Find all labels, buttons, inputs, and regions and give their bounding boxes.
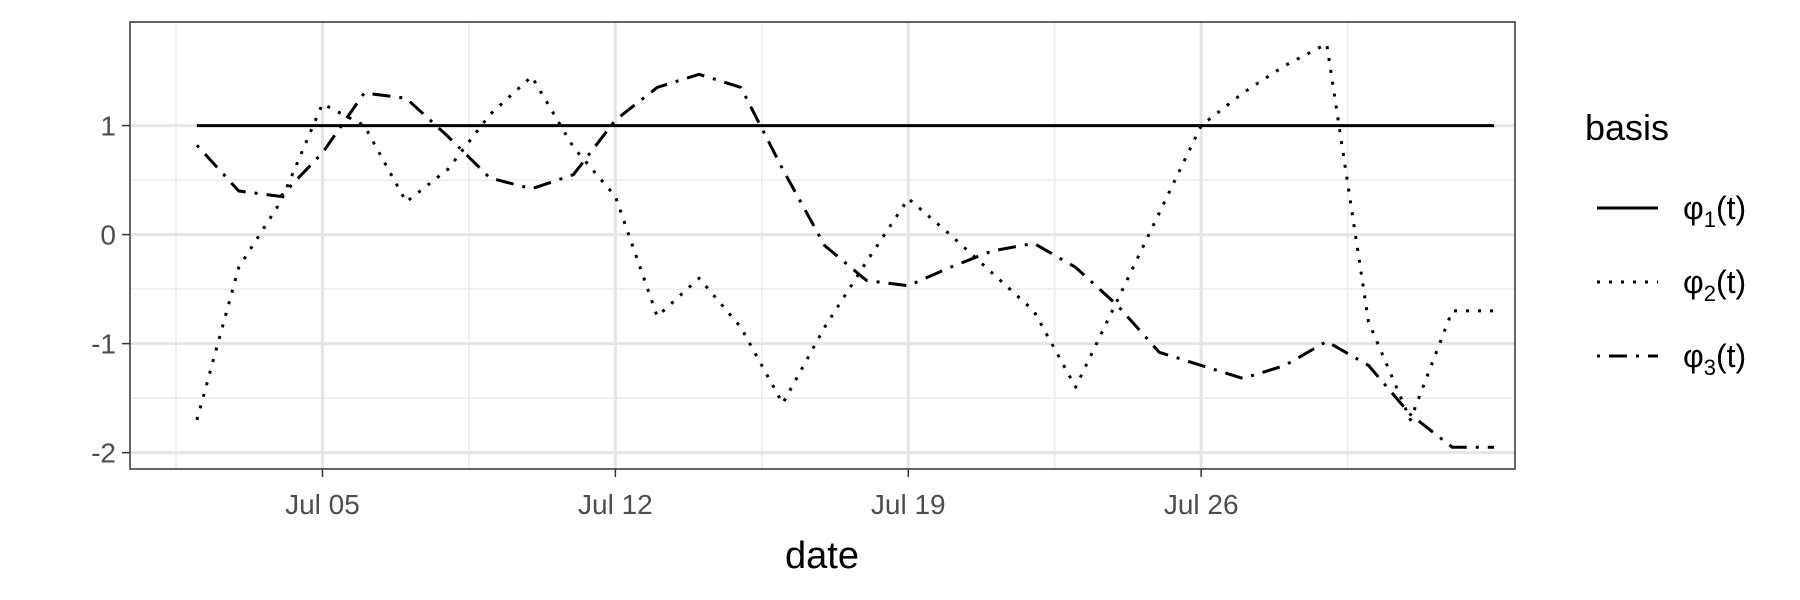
y-tick-label: -1 — [91, 329, 116, 360]
y-tick-label: -2 — [91, 438, 116, 469]
legend-label-subscript: 2 — [1704, 281, 1716, 306]
legend-label-phi1: φ1(t) — [1683, 190, 1746, 232]
legend-label-subscript: 3 — [1704, 355, 1716, 380]
x-tick-label: Jul 19 — [871, 489, 946, 520]
legend-label-base: φ — [1683, 264, 1704, 300]
legend-label-tail: (t) — [1716, 338, 1746, 374]
legend-label-base: φ — [1683, 190, 1704, 226]
legend-label-phi2: φ2(t) — [1683, 264, 1746, 306]
legend-label-tail: (t) — [1716, 264, 1746, 300]
y-tick-label: 0 — [100, 220, 116, 251]
y-axis: 1 0 -1 -2 — [91, 111, 130, 469]
x-tick-label: Jul 12 — [578, 489, 653, 520]
legend-title: basis — [1585, 107, 1669, 148]
legend-label-subscript: 1 — [1704, 207, 1716, 232]
x-axis: Jul 05 Jul 12 Jul 19 Jul 26 — [285, 469, 1238, 520]
panel-background — [130, 22, 1515, 469]
legend-label-tail: (t) — [1716, 190, 1746, 226]
x-tick-label: Jul 26 — [1164, 489, 1239, 520]
legend: basis φ1(t)φ2(t)φ3(t) — [1585, 107, 1746, 380]
x-tick-label: Jul 05 — [285, 489, 360, 520]
y-tick-label: 1 — [100, 111, 116, 142]
legend-label-phi3: φ3(t) — [1683, 338, 1746, 380]
legend-label-base: φ — [1683, 338, 1704, 374]
x-axis-title: date — [785, 535, 859, 577]
